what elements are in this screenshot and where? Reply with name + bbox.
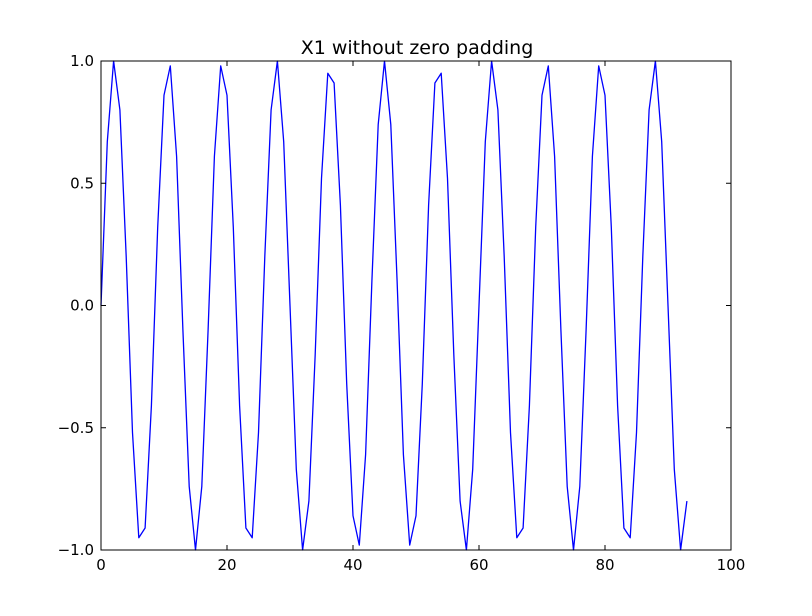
y-tick-label-4: 1.0 — [70, 52, 94, 70]
x-tick-label-1: 20 — [217, 556, 236, 574]
x-tick-label-4: 80 — [595, 556, 614, 574]
x-tick-label-3: 60 — [469, 556, 488, 574]
axes-frame — [100, 60, 732, 551]
x-tick-label-5: 100 — [717, 556, 746, 574]
tick-labels: 0 20 40 60 80 100 −1.0 −0.5 0.0 0.5 1.0 — [58, 52, 746, 574]
x-tick-label-2: 40 — [343, 556, 362, 574]
y-tick-label-1: −0.5 — [58, 419, 94, 437]
y-tick-label-0: −1.0 — [58, 541, 94, 559]
y-tick-label-2: 0.0 — [70, 297, 94, 315]
y-tick-label-3: 0.5 — [70, 174, 94, 192]
chart-title: X1 without zero padding — [301, 37, 534, 59]
x-tick-label-0: 0 — [96, 556, 106, 574]
plot-area — [100, 60, 688, 551]
series-line-0 — [100, 60, 688, 551]
